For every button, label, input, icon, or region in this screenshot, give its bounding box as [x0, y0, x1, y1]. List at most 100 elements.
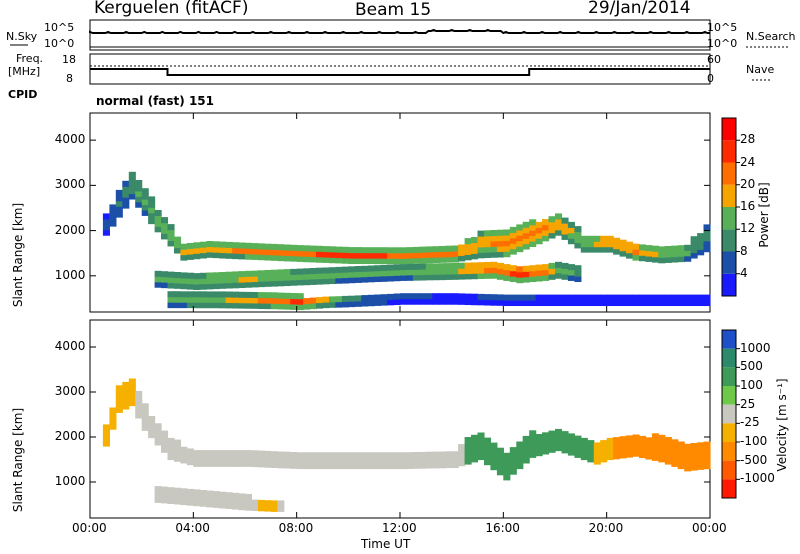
- heatmap-cell: [245, 242, 253, 249]
- heatmap-cell: [632, 294, 640, 301]
- heatmap-cell: [542, 300, 550, 307]
- date-label: 29/Jan/2014: [588, 0, 691, 18]
- freq-unit-label: [MHz]: [8, 65, 41, 78]
- heatmap-cell: [425, 462, 433, 469]
- heatmap-cell: [419, 293, 427, 300]
- heatmap-cell: [503, 274, 511, 281]
- heatmap-cell: [651, 245, 659, 252]
- heatmap-cell: [387, 452, 395, 459]
- heatmap-cell: [671, 256, 679, 263]
- heatmap-cell: [141, 209, 149, 216]
- heatmap-cell: [471, 440, 479, 447]
- heatmap-cell: [438, 268, 446, 275]
- heatmap-cell: [148, 212, 156, 219]
- heatmap-cell: [613, 243, 621, 250]
- heatmap-cell: [509, 270, 517, 277]
- heatmap-cell: [639, 255, 647, 262]
- velocity-colorbar-tick-label: -100: [740, 434, 768, 448]
- heatmap-cell: [361, 271, 369, 278]
- heatmap-cell: [316, 457, 324, 464]
- heatmap-cell: [245, 297, 253, 304]
- heatmap-cell: [374, 452, 382, 459]
- heatmap-cell: [438, 251, 446, 258]
- heatmap-cell: [251, 505, 259, 511]
- heatmap-cell: [354, 258, 362, 265]
- heatmap-cell: [445, 251, 453, 258]
- heatmap-cell: [122, 191, 130, 198]
- heatmap-cell: [128, 400, 136, 407]
- heatmap-cell: [257, 456, 265, 462]
- heatmap-cell: [451, 451, 459, 458]
- heatmap-cell: [387, 293, 395, 300]
- heatmap-cell: [632, 300, 640, 307]
- heatmap-cell: [322, 256, 330, 263]
- heatmap-cell: [180, 302, 188, 309]
- heatmap-cell: [626, 247, 634, 254]
- heatmap-cell: [374, 258, 382, 265]
- heatmap-cell: [367, 247, 375, 254]
- heatmap-cell: [225, 247, 233, 254]
- heatmap-cell: [484, 299, 492, 306]
- heatmap-cell: [257, 270, 265, 277]
- heatmap-cell: [387, 252, 395, 259]
- heatmap-cell: [458, 454, 466, 461]
- heatmap-cell: [406, 298, 414, 305]
- heatmap-cell: [251, 243, 259, 250]
- velocity-colorbar-swatch: [722, 404, 736, 424]
- heatmap-cell: [193, 296, 201, 303]
- heatmap-cell: [535, 434, 543, 440]
- heatmap-cell: [380, 452, 388, 459]
- heatmap-cell: [535, 294, 543, 301]
- heatmap-cell: [380, 299, 388, 306]
- heatmap-cell: [238, 242, 246, 249]
- heatmap-cell: [232, 455, 240, 462]
- heatmap-cell: [174, 272, 182, 279]
- heatmap-cell: [115, 206, 123, 213]
- heatmap-cell: [290, 298, 298, 305]
- heatmap-cell: [148, 207, 156, 214]
- heatmap-cell: [238, 504, 246, 511]
- heatmap-cell: [516, 271, 524, 278]
- heatmap-cell: [555, 434, 563, 441]
- heatmap-cell: [471, 247, 479, 254]
- heatmap-cell: [199, 247, 207, 254]
- heatmap-cell: [167, 271, 175, 278]
- heatmap-cell: [580, 246, 588, 253]
- heatmap-cell: [303, 250, 311, 257]
- heatmap-cell: [516, 266, 524, 273]
- heatmap-cell: [458, 255, 466, 262]
- heatmap-cell: [496, 463, 504, 470]
- heatmap-cell: [296, 298, 304, 305]
- heatmap-cell: [174, 498, 182, 505]
- heatmap-cell: [548, 441, 556, 448]
- freq-label: Freq.: [16, 52, 44, 65]
- heatmap-cell: [341, 463, 349, 470]
- heatmap-cell: [496, 246, 504, 253]
- heatmap-cell: [490, 294, 498, 301]
- heatmap-cell: [303, 457, 311, 464]
- heatmap-cell: [141, 408, 149, 415]
- heatmap-cell: [471, 450, 479, 457]
- heatmap-cell: [154, 439, 162, 446]
- heatmap-cell: [542, 219, 550, 226]
- heatmap-cell: [425, 251, 433, 258]
- velocity-colorbar-tick-label: 1000: [740, 340, 771, 355]
- heatmap-cell: [232, 498, 240, 505]
- heatmap-cell: [606, 246, 614, 253]
- heatmap-cell: [516, 240, 524, 247]
- heatmap-cell: [290, 303, 298, 310]
- heatmap-cell: [367, 252, 375, 259]
- heatmap-cell: [348, 301, 356, 308]
- heatmap-cell: [535, 444, 543, 451]
- heatmap-cell: [245, 504, 253, 511]
- heatmap-cell: [193, 273, 201, 280]
- heatmap-cell: [561, 228, 569, 235]
- heatmap-cell: [613, 237, 621, 244]
- heatmap-cell: [490, 267, 498, 274]
- heatmap-cell: [529, 294, 537, 301]
- heatmap-cell: [574, 242, 582, 249]
- heatmap-cell: [671, 251, 679, 258]
- heatmap-cell: [509, 243, 517, 250]
- heatmap-cell: [697, 442, 705, 449]
- heatmap-cell: [664, 437, 672, 443]
